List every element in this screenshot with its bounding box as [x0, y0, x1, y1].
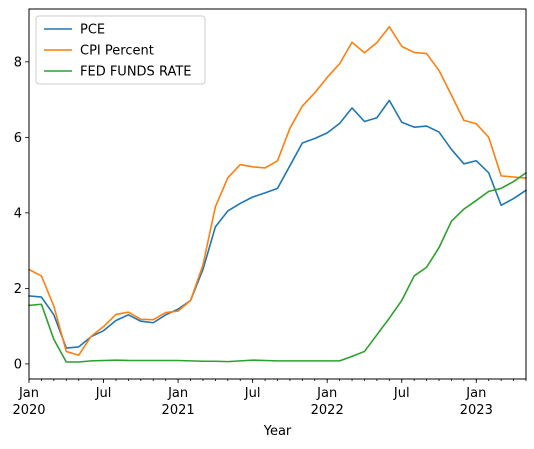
- x-tick-year-label: 2021: [162, 403, 195, 418]
- x-axis: Jan 2020 Jul Jan 2021 Jul Jan 2022 Jul Jan 2023: [12, 379, 527, 418]
- x-tick-label: Jul: [244, 386, 261, 401]
- x-tick-label: Jan: [167, 386, 188, 401]
- series-line-2: [28, 171, 528, 363]
- legend-entry: FED FUNDS RATE: [80, 65, 192, 80]
- x-axis-label: Year: [263, 424, 292, 439]
- x-tick-year-label: 2020: [12, 403, 45, 418]
- x-tick-label: Jul: [95, 386, 112, 401]
- series-line-0: [28, 99, 528, 349]
- legend-box: [35, 15, 206, 85]
- legend: PCE CPI Percent FED FUNDS RATE: [35, 15, 206, 85]
- y-tick-label: 8: [14, 55, 22, 70]
- y-tick-label: 0: [14, 357, 22, 372]
- series-lines: [27, 25, 528, 363]
- y-axis: 0 2 4 6 8: [14, 55, 29, 372]
- legend-entry: CPI Percent: [80, 44, 154, 59]
- x-tick-year-label: 2022: [311, 403, 344, 418]
- x-tick-label: Jul: [393, 386, 410, 401]
- legend-entry: PCE: [80, 23, 105, 38]
- x-tick-label: Jan: [18, 386, 39, 401]
- y-tick-label: 6: [14, 131, 22, 146]
- series-line-1: [27, 25, 527, 357]
- x-tick-label: Jan: [316, 386, 337, 401]
- y-tick-label: 2: [14, 282, 22, 297]
- x-tick-year-label: 2023: [460, 403, 493, 418]
- x-tick-label: Jan: [465, 386, 486, 401]
- y-tick-label: 4: [14, 206, 22, 221]
